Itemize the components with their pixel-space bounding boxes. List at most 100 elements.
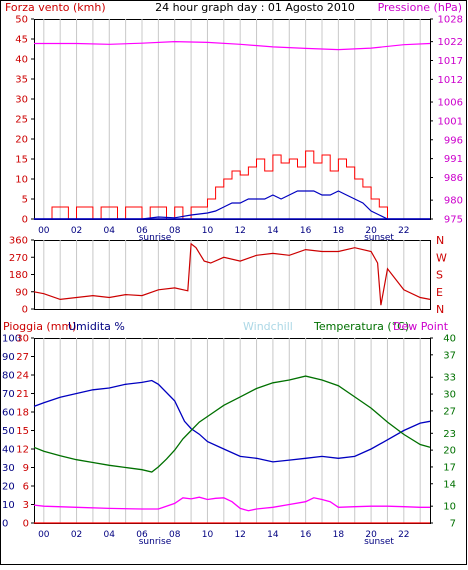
y-tick-label: 0	[22, 305, 28, 316]
humidity-tick-label: 80	[2, 371, 15, 382]
y-tick-label: 25	[15, 115, 28, 126]
rain-tick-label: 15	[16, 426, 29, 437]
rain-label: Pioggia (mm)	[3, 320, 76, 333]
pressure-line	[34, 40, 431, 51]
x-tick-label: 18	[333, 530, 345, 540]
y-tick-label: 40	[15, 55, 28, 66]
sunrise-label-bottom: sunrise	[139, 537, 172, 547]
x-tick-label: 04	[104, 530, 116, 540]
rain-tick-label: 30	[16, 334, 29, 345]
temperature-tick-label: 17	[443, 462, 456, 473]
humidity-tick-label: 50	[2, 426, 15, 437]
wind-speed-line	[34, 150, 430, 220]
x-tick-label: 08	[169, 530, 181, 540]
humidity-tick-label: 100	[2, 334, 21, 345]
humidity-tick-label: 10	[2, 500, 15, 511]
wind-average-line	[34, 190, 430, 220]
x-tick-label: 02	[71, 226, 82, 236]
rain-tick-label: 21	[16, 389, 29, 400]
y-tick-label: 270	[9, 253, 28, 264]
x-tick-label: 06	[136, 226, 148, 236]
dewpoint-label: Dew Point	[393, 320, 449, 333]
x-tick-label: 00	[38, 530, 50, 540]
x-tick-label: 12	[234, 226, 245, 236]
temperature-tick-label: 23	[443, 429, 456, 440]
rain-tick-label: 0	[23, 519, 29, 530]
compass-label: E	[436, 286, 443, 299]
rain-tick-label: 27	[16, 352, 29, 363]
y2-tick-label: 1006	[438, 98, 463, 109]
y2-tick-label: 986	[444, 173, 463, 184]
temperature-tick-label: 30	[443, 390, 456, 401]
temperature-tick-label: 7	[450, 519, 456, 530]
compass-label: N	[436, 303, 444, 316]
rain-tick-label: 9	[23, 463, 29, 474]
compass-label: W	[436, 251, 447, 264]
y-tick-label: 35	[15, 75, 28, 86]
rain-tick-label: 18	[16, 408, 29, 419]
wind-pressure-panel: 0 5 10 15 20 25 30 35 40 45 50 975 980 986 991 996 1001 1…	[15, 15, 463, 244]
y-tick-label: 5	[22, 195, 28, 206]
x-tick-label: 16	[300, 226, 312, 236]
y-tick-label: 20	[15, 135, 28, 146]
humidity-line	[33, 379, 431, 463]
temperature-tick-label: 37	[443, 350, 456, 361]
humidity-tick-label: 30	[2, 463, 15, 474]
temperature-tick-label: 40	[443, 334, 456, 345]
y2-tick-label: 975	[444, 215, 463, 226]
temperature-line	[33, 375, 431, 473]
rain-tick-label: 6	[23, 482, 29, 493]
y2-tick-label: 1028	[438, 15, 463, 26]
x-tick-label: 06	[136, 530, 148, 540]
y-tick-label: 90	[15, 287, 28, 298]
y-tick-label: 10	[15, 175, 28, 186]
windchill-label: Windchill	[243, 320, 293, 333]
y-tick-label: 15	[15, 155, 28, 166]
chart-left-label: Forza vento (kmh)	[5, 1, 106, 14]
x-tick-label: 22	[398, 226, 409, 236]
humidity-tick-label: 90	[2, 352, 15, 363]
y2-tick-label: 1022	[438, 37, 463, 48]
y2-tick-label: 980	[444, 196, 463, 207]
temperature-label: Temperatura (°C)	[313, 320, 409, 333]
x-tick-label: 10	[202, 226, 214, 236]
y-tick-label: 180	[9, 270, 28, 281]
x-tick-label: 20	[365, 530, 377, 540]
direction-panel-frame	[34, 240, 431, 310]
sunset-label-bottom: sunset	[364, 537, 394, 547]
temperature-tick-label: 14	[443, 479, 456, 490]
x-tick-label: 18	[333, 226, 345, 236]
y-tick-label: 0	[22, 215, 28, 226]
temperature-tick-label: 27	[443, 406, 456, 417]
humidity-tick-label: 60	[2, 408, 15, 419]
humidity-tick-label: 0	[2, 519, 8, 530]
compass-label: S	[436, 269, 443, 282]
x-tick-label: 04	[104, 226, 116, 236]
x-tick-label: 16	[300, 530, 312, 540]
x-tick-label: 22	[398, 530, 409, 540]
chart-title: 24 hour graph day : 01 Agosto 2010	[155, 1, 355, 14]
humidity-tick-label: 20	[2, 482, 15, 493]
x-tick-label: 20	[365, 226, 377, 236]
temperature-tick-label: 20	[443, 446, 456, 457]
humidity-label: Umidita %	[68, 320, 125, 333]
chart-right-label: Pressione (hPa)	[378, 1, 462, 14]
dewpoint-line	[33, 496, 430, 512]
sunset-label-top: sunset	[364, 233, 394, 243]
y2-tick-label: 1012	[438, 75, 463, 86]
y-tick-label: 45	[15, 35, 28, 46]
compass-label: N	[436, 234, 444, 247]
y-tick-label: 30	[15, 95, 28, 106]
x-tick-label: 14	[267, 530, 279, 540]
wind-direction-line	[33, 242, 431, 306]
rain-tick-label: 24	[16, 371, 29, 382]
temperature-tick-label: 33	[443, 373, 456, 384]
temperature-tick-label: 10	[443, 502, 456, 513]
y2-tick-label: 1017	[438, 56, 463, 67]
y-tick-label: 360	[9, 236, 28, 247]
x-tick-label: 14	[267, 226, 279, 236]
humidity-tick-label: 70	[2, 389, 15, 400]
wind-panel-frame	[34, 19, 431, 220]
